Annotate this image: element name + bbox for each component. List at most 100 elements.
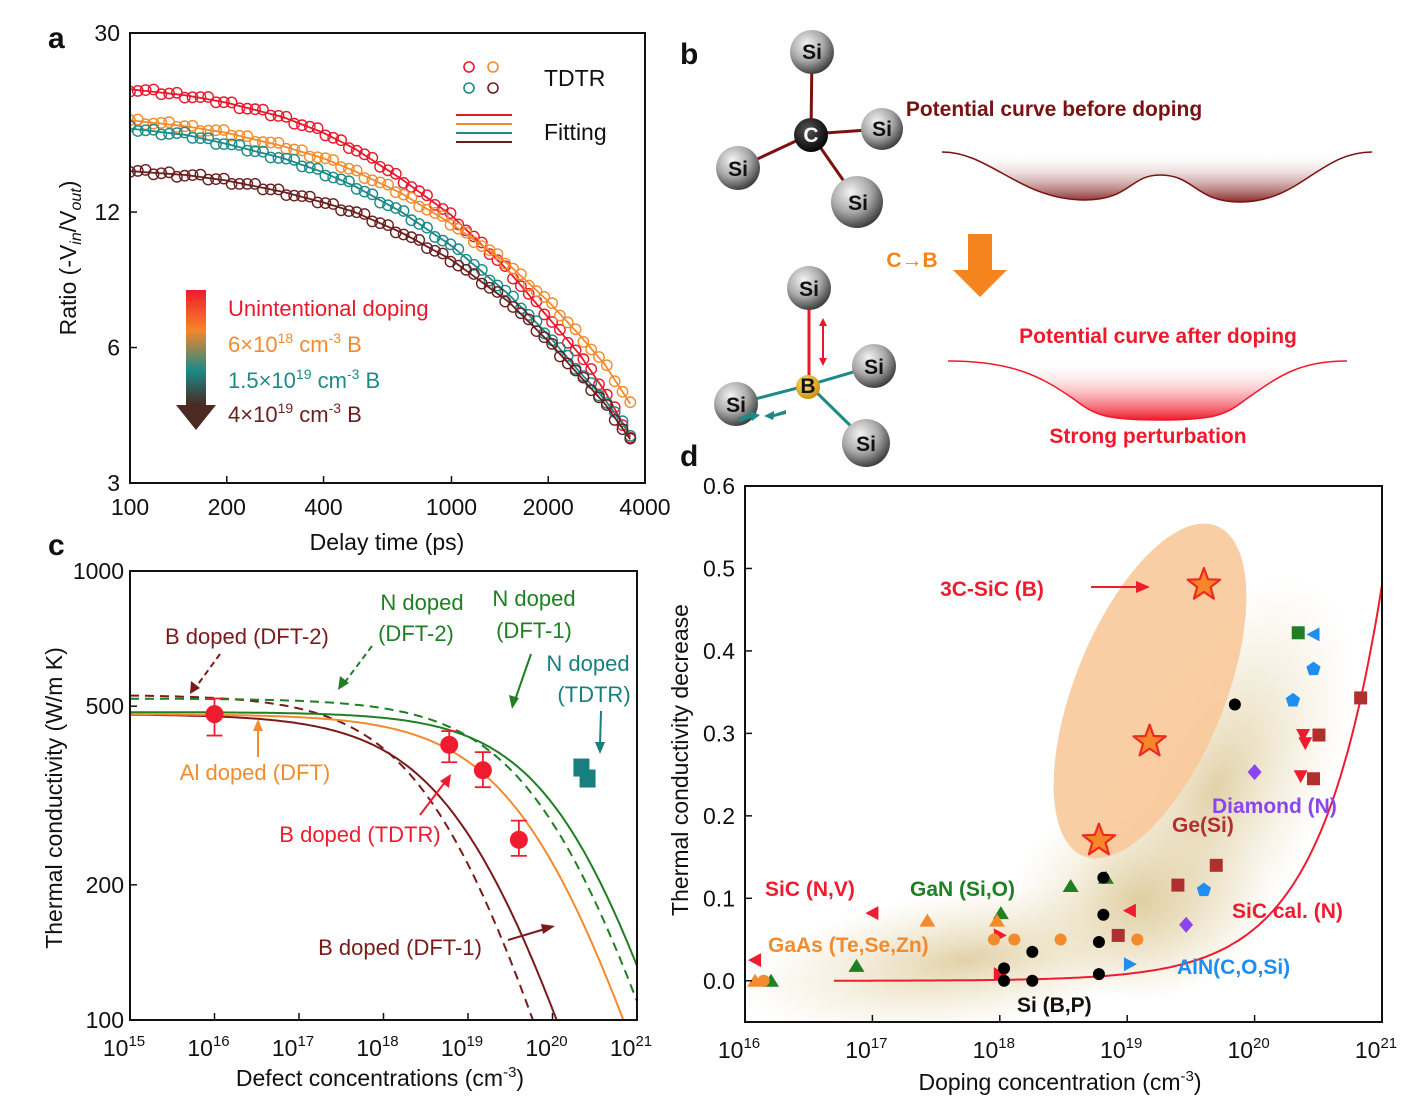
panel-a-xlabel: Delay time (ps) [310, 529, 465, 555]
data-point [155, 128, 168, 141]
data-point [616, 385, 629, 398]
data-point [593, 391, 605, 404]
panel-a: a 100 200 400 1000 2000 4000 3 6 12 30 Delay time… [48, 20, 671, 555]
doping-label-2: 1.5×1019 cm-3 B [228, 366, 380, 393]
label-gaas: GaAs (Te,Se,Zn) [768, 934, 929, 957]
data-point [178, 91, 191, 104]
data-point-circle [1008, 933, 1021, 946]
si-atom [831, 176, 883, 228]
data-point [374, 176, 386, 189]
annotation-n-tdtr-line1: N doped [546, 651, 629, 676]
c-label: C [803, 124, 818, 147]
data-point [210, 124, 222, 137]
data-point [147, 123, 160, 136]
data-point [530, 285, 543, 298]
data-point [413, 200, 426, 213]
data-point [163, 87, 176, 100]
data-point-square [1354, 691, 1368, 705]
data-point [217, 172, 230, 185]
legend-marker-teal [463, 82, 475, 94]
data-point [170, 121, 183, 133]
data-point-square [1209, 858, 1223, 872]
data-point [624, 432, 637, 445]
data-point [342, 175, 355, 188]
data-point [256, 183, 269, 196]
data-point [444, 207, 457, 220]
data-point [319, 197, 332, 210]
si-label: Si [864, 356, 884, 379]
data-point [264, 151, 277, 164]
star-marker [1186, 566, 1222, 600]
si-label: Si [728, 158, 748, 181]
y-tick-label: 200 [86, 872, 124, 898]
data-point [554, 350, 566, 363]
data-point [256, 103, 269, 116]
data-point [256, 136, 269, 149]
data-point [256, 145, 269, 158]
data-point [546, 316, 558, 328]
arrow-head-icon [338, 676, 349, 690]
panel-d-background [745, 523, 1355, 1022]
data-point [210, 96, 222, 109]
curve-after-label: Potential curve after doping [1019, 325, 1297, 348]
data-point-triangle-down [1293, 770, 1308, 784]
data-point [507, 301, 519, 313]
curve-before-label: Potential curve before doping [906, 98, 1202, 121]
data-point [358, 148, 371, 161]
data-point [233, 129, 246, 142]
data-point [421, 242, 433, 255]
data-point [264, 109, 277, 122]
data-point [303, 120, 316, 133]
data-point [311, 122, 324, 135]
y-tick-label: 0.4 [703, 638, 735, 664]
data-point [217, 138, 230, 151]
data-point-square [1111, 928, 1125, 942]
x-tick-label: 1019 [441, 1033, 483, 1061]
data-point [522, 287, 535, 300]
panel-label-a: a [48, 22, 65, 55]
data-point [452, 243, 465, 256]
doping-label-1: 6×1018 cm-3 B [228, 330, 362, 357]
arrow-head-icon [1136, 581, 1150, 593]
data-point-circle [987, 933, 1000, 946]
doping-gradient-bar [186, 290, 206, 405]
highlight-ellipse [1053, 523, 1247, 859]
data-point [593, 378, 605, 391]
data-point [350, 144, 363, 157]
si-label: Si [726, 394, 746, 417]
data-point [194, 125, 207, 137]
data-point [210, 137, 222, 150]
data-point [288, 117, 301, 130]
data-point [249, 103, 262, 116]
panel-c-data [130, 694, 637, 1020]
arrow-head-icon [595, 742, 605, 754]
data-point [264, 183, 277, 196]
panel-b: b Si Si Si Si C Potential curve before d… [680, 30, 1373, 467]
annotation-n-dft2-line1: N doped [380, 590, 463, 615]
data-point [577, 353, 590, 366]
data-point-diamond [1179, 916, 1194, 933]
data-point [538, 290, 551, 303]
data-point [366, 215, 379, 228]
potential-well-before [942, 152, 1372, 202]
doping-arrow-head-icon [176, 405, 216, 430]
data-point [303, 190, 316, 203]
x-tick-label: 1017 [845, 1035, 887, 1063]
panel-a-legend: TDTR Fitting [456, 61, 607, 145]
data-point [194, 91, 207, 104]
data-point [155, 117, 168, 129]
data-point [241, 102, 254, 115]
data-point [163, 116, 176, 129]
data-point [217, 124, 230, 136]
panel-label-c: c [48, 529, 65, 562]
data-point [202, 91, 215, 103]
si-label: Si [872, 118, 892, 141]
data-point [241, 177, 254, 190]
data-point [515, 280, 527, 293]
curve-4 [130, 697, 637, 1002]
data-point [515, 307, 527, 320]
data-point [272, 183, 285, 196]
data-point [350, 206, 363, 219]
data-point [413, 233, 426, 246]
